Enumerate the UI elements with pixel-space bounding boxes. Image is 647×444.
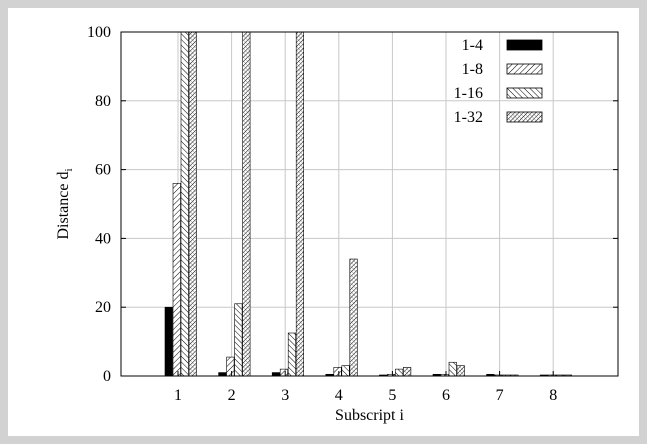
x-tick-label: 7: [496, 387, 504, 404]
legend-swatch-1-16: [506, 87, 543, 99]
x-axis-ticks: 1 2 3 4 5 6 7 8: [174, 371, 557, 404]
bar-1-8-2: [226, 356, 235, 377]
x-tick-label: 3: [281, 387, 289, 404]
bar-1-32-6: [456, 365, 465, 377]
y-tick-label: 20: [95, 299, 111, 316]
legend-label: 1-8: [462, 61, 483, 78]
bar-1-16-1: [180, 31, 189, 377]
bar-1-32-3: [295, 31, 305, 377]
bar-1-4-2: [218, 372, 227, 377]
x-tick-label: 2: [228, 387, 236, 404]
bar-1-16-6: [448, 361, 457, 377]
bars-group: [164, 31, 573, 377]
legend-swatch-1-32: [506, 111, 543, 123]
y-tick-label: 0: [103, 368, 111, 385]
bar-1-8-4: [333, 367, 342, 377]
bar-1-32-5: [403, 367, 412, 377]
legend-label: 1-16: [454, 85, 483, 102]
y-tick-label: 60: [95, 162, 111, 179]
bar-1-16-4: [341, 365, 350, 377]
legend: 1-4 1-8 1-16 1-32: [454, 37, 543, 126]
legend-swatch-1-8: [506, 63, 543, 75]
x-axis-label: Subscript i: [335, 407, 404, 424]
bar-1-4-1: [164, 306, 173, 377]
legend-swatch-1-4: [506, 39, 543, 51]
y-axis-label-main: Distance d: [55, 172, 72, 240]
y-tick-label: 100: [87, 24, 111, 41]
x-tick-label: 8: [549, 387, 557, 404]
bar-1-32-2: [242, 31, 251, 377]
y-axis-ticks: 0 20 40 60 80 100: [87, 24, 618, 385]
bar-1-8-1: [172, 183, 181, 377]
y-axis-label-subscript: i: [63, 168, 75, 171]
y-axis-label: Distance di: [55, 168, 75, 239]
bar-1-32-4: [349, 258, 358, 377]
bar-1-16-5: [395, 368, 404, 377]
x-tick-label: 1: [174, 387, 182, 404]
x-tick-label: 6: [442, 387, 450, 404]
bar-1-16-3: [287, 332, 297, 377]
legend-label: 1-4: [462, 37, 483, 54]
bar-1-8-3: [279, 368, 289, 377]
bar-1-16-2: [234, 303, 243, 377]
legend-label: 1-32: [454, 109, 483, 126]
plot-area-border: [120, 31, 619, 377]
bar-1-32-1: [188, 31, 197, 377]
y-tick-label: 40: [95, 230, 111, 247]
x-tick-label: 5: [388, 387, 396, 404]
bar-chart: 0 20 40 60 80 100 1 2 3 4 5 6 7 8 Subscript i Distan…: [55, 24, 619, 424]
x-tick-label: 4: [335, 387, 343, 404]
bar-1-4-3: [271, 372, 281, 377]
y-tick-label: 80: [95, 93, 111, 110]
